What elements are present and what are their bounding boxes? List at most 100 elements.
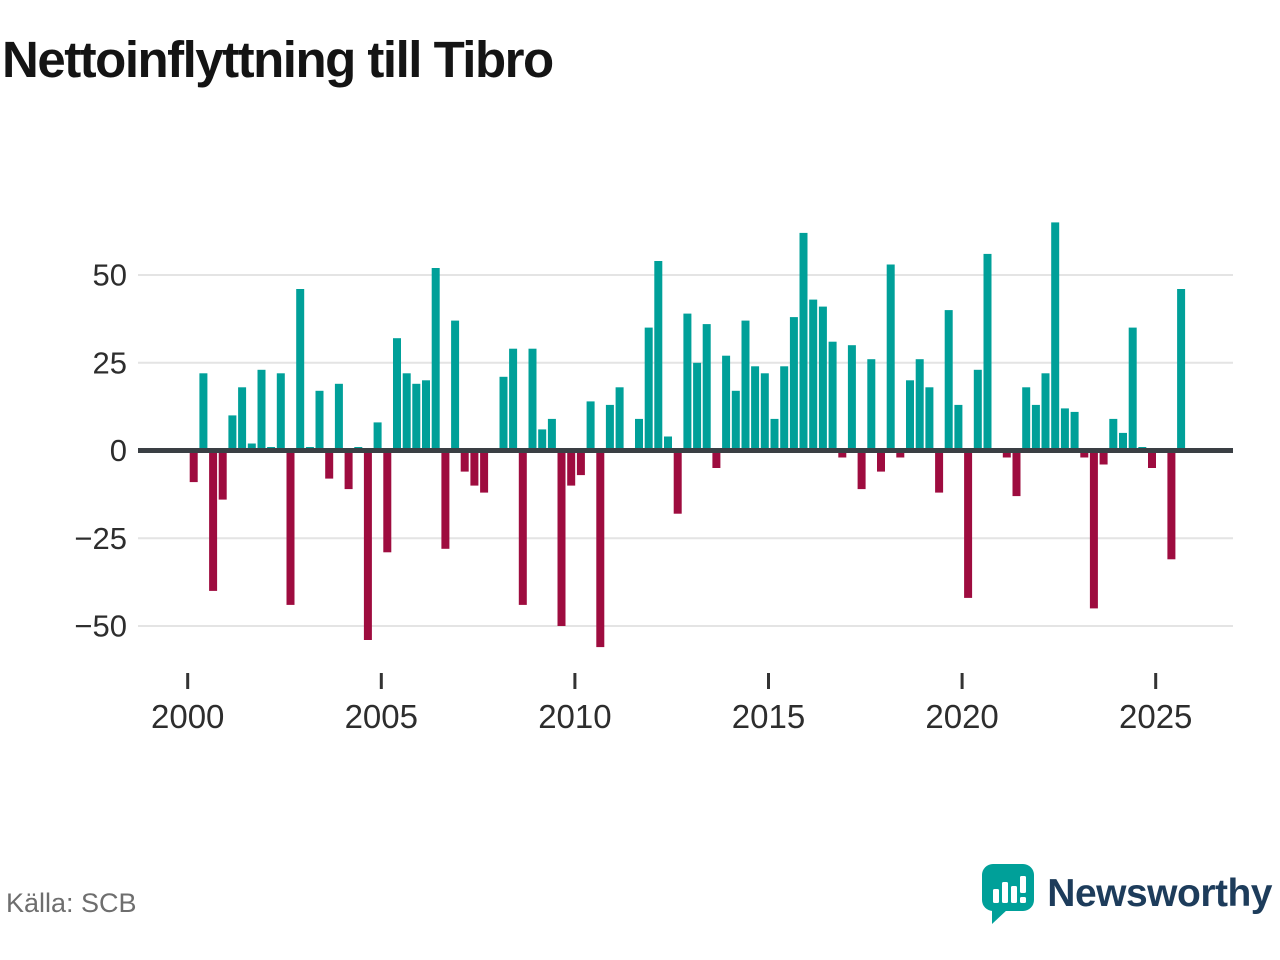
x-tick-label: 2025 [1119, 698, 1192, 735]
bar-2019-Q4 [954, 404, 963, 451]
bar-2007-Q1 [460, 450, 469, 472]
bar-2020-Q1 [964, 450, 973, 598]
bar-2009-Q3 [557, 450, 566, 626]
bar-2018-Q3 [906, 380, 914, 451]
bar-2004-Q1 [344, 450, 353, 490]
bar-2023-Q2 [1089, 450, 1098, 609]
bar-2012-Q3 [673, 450, 682, 514]
bar-2008-Q4 [528, 348, 537, 451]
bar-2016-Q3 [828, 341, 837, 451]
bar-2013-Q3 [712, 450, 721, 468]
bar-2010-Q2 [586, 401, 595, 451]
bar-2000-Q3 [209, 450, 218, 591]
bar-2008-Q1 [499, 376, 508, 451]
bar-2003-Q3 [325, 450, 334, 479]
y-axis-labels: 50 25 0 −25 −50 [74, 258, 127, 644]
bar-2023-Q3 [1099, 450, 1108, 465]
newsworthy-logo-icon [982, 864, 1035, 924]
bar-2021-Q3 [1022, 387, 1031, 451]
bar-2007-Q2 [470, 450, 479, 486]
bar-2006-Q4 [451, 320, 460, 451]
bar-2001-Q3 [247, 443, 256, 451]
page-title: Nettoinflyttning till Tibro [2, 31, 554, 88]
bar-2012-Q4 [683, 313, 692, 451]
x-tick-label: 2010 [538, 698, 611, 735]
bar-2019-Q2 [935, 450, 944, 493]
bar-2016-Q1 [809, 299, 818, 451]
bar-2010-Q1 [576, 450, 585, 476]
bar-2009-Q2 [547, 418, 556, 451]
bar-2000-Q1 [189, 450, 198, 483]
bar-2019-Q1 [925, 387, 934, 451]
bar-2010-Q4 [605, 404, 614, 451]
bar-2018-Q1 [886, 264, 895, 451]
bar-2020-Q3 [983, 253, 992, 451]
bar-2001-Q4 [257, 369, 266, 451]
y-tick-label: −25 [74, 521, 127, 556]
source-note: Källa: SCB [6, 888, 137, 918]
bar-2005-Q4 [412, 383, 421, 451]
bar-2003-Q4 [334, 383, 343, 451]
bar-2010-Q3 [596, 450, 605, 648]
bar-2015-Q2 [780, 366, 789, 451]
bar-2005-Q1 [383, 450, 392, 553]
bar-2006-Q1 [422, 380, 430, 451]
bar-2008-Q3 [518, 450, 527, 605]
bar-2005-Q2 [393, 338, 401, 451]
bar-2022-Q4 [1070, 411, 1079, 451]
bar-2015-Q4 [799, 232, 808, 451]
bar-2001-Q1 [228, 415, 237, 451]
bar-2002-Q2 [276, 373, 285, 451]
bar-2024-Q2 [1128, 327, 1137, 451]
bar-2021-Q2 [1012, 450, 1021, 497]
bar-2002-Q3 [286, 450, 295, 605]
bar-2024-Q1 [1119, 432, 1127, 451]
bar-2017-Q4 [877, 450, 885, 472]
bar-2018-Q4 [915, 359, 924, 451]
bar-2008-Q2 [509, 348, 518, 451]
bar-2006-Q3 [441, 450, 450, 549]
bar-2009-Q1 [538, 429, 547, 451]
x-axis: 2000 2005 2010 2015 2020 2025 [151, 673, 1192, 735]
bar-2022-Q2 [1051, 222, 1060, 451]
bar-2017-Q1 [847, 345, 856, 451]
bar-2015-Q1 [770, 418, 779, 451]
bar-2012-Q1 [654, 261, 663, 451]
y-tick-label: 50 [93, 258, 127, 293]
bar-2004-Q4 [373, 422, 382, 451]
bar-2014-Q4 [760, 373, 769, 451]
bar-2003-Q2 [315, 390, 324, 451]
bar-2011-Q4 [644, 327, 653, 451]
y-tick-label: 25 [93, 345, 127, 380]
bar-2022-Q3 [1060, 408, 1069, 451]
y-tick-label: −50 [74, 609, 127, 644]
bar-2023-Q4 [1109, 418, 1118, 451]
bar-2017-Q2 [857, 450, 866, 490]
bars [189, 222, 1186, 648]
bar-2001-Q2 [238, 387, 247, 451]
bar-2023-Q1 [1080, 450, 1089, 458]
bar-2013-Q1 [693, 362, 702, 451]
bar-2000-Q4 [218, 450, 227, 500]
bar-2021-Q1 [1002, 450, 1011, 458]
bar-2013-Q2 [702, 324, 711, 451]
bar-2009-Q4 [567, 450, 576, 486]
bar-2006-Q2 [431, 268, 440, 451]
bar-2007-Q3 [480, 450, 489, 493]
x-tick-label: 2000 [151, 698, 224, 735]
bar-2025-Q3 [1177, 289, 1186, 451]
bar-2014-Q2 [741, 320, 750, 451]
bar-2012-Q2 [664, 436, 672, 451]
bar-2005-Q3 [402, 373, 411, 451]
bar-2022-Q1 [1041, 373, 1050, 451]
bar-2014-Q1 [731, 390, 740, 451]
bar-2015-Q3 [789, 317, 798, 451]
bar-2017-Q3 [867, 359, 876, 451]
bar-2004-Q3 [363, 450, 372, 640]
bar-2016-Q4 [838, 450, 847, 458]
bar-2020-Q2 [973, 369, 982, 451]
bar-2021-Q4 [1031, 404, 1040, 451]
bar-2024-Q4 [1148, 450, 1156, 468]
